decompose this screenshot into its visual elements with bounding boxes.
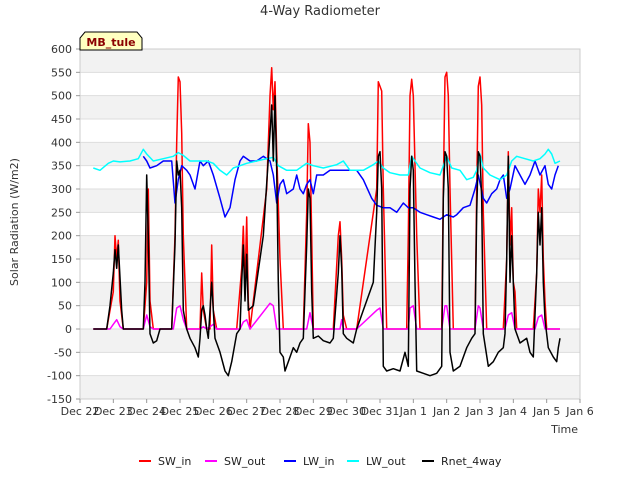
series-line-sw-out <box>93 302 560 330</box>
badge-label: MB_tule <box>86 36 135 49</box>
legend-label-lw-in: LW_in <box>303 455 335 468</box>
band <box>80 375 580 399</box>
x-tick-label: Dec 26 <box>194 405 233 418</box>
badge-shape <box>79 31 143 51</box>
y-tick-label: 300 <box>51 183 72 196</box>
band <box>80 235 580 259</box>
series-line-lw-out <box>93 148 561 181</box>
x-tick-label: Dec 23 <box>94 405 133 418</box>
x-tick-label: Dec 30 <box>327 405 366 418</box>
x-tick-label: Jan 5 <box>532 405 560 418</box>
y-tick-label: 350 <box>51 160 72 173</box>
legend-label-lw-out: LW_out <box>366 455 406 468</box>
x-tick-label: Dec 24 <box>127 405 166 418</box>
x-tick-label: Dec 27 <box>227 405 266 418</box>
y-axis-title: Solar Radiation (W/m2) <box>8 158 21 286</box>
x-tick-label: Jan 4 <box>499 405 527 418</box>
y-tick-label: -50 <box>54 346 72 359</box>
x-tick-label: Dec 25 <box>161 405 200 418</box>
y-tick-label: 250 <box>51 206 72 219</box>
band <box>80 49 580 73</box>
site-badge: MB_tule <box>79 31 143 51</box>
y-tick-label: 600 <box>51 43 72 56</box>
y-tick-label: 100 <box>51 276 72 289</box>
series-line-rnet-4way <box>93 94 561 377</box>
legend-label-rnet-4way: Rnet_4way <box>441 455 502 468</box>
y-tick-label: 200 <box>51 230 72 243</box>
y-tick-label: 400 <box>51 136 72 149</box>
band <box>80 142 580 166</box>
legend-label-sw-out: SW_out <box>224 455 266 468</box>
plot-frame <box>79 48 581 400</box>
x-tick-label: Jan 2 <box>432 405 460 418</box>
band <box>80 329 580 353</box>
x-tick-label: Dec 31 <box>361 405 400 418</box>
band <box>80 95 580 119</box>
chart-title: 4-Way Radiometer <box>260 4 381 19</box>
y-axis-ticks: -150 -100 -50 0 50 100 150 200 250 300 350 400 450 50… <box>47 43 80 406</box>
x-tick-label: Dec 29 <box>294 405 333 418</box>
x-axis-title: Time <box>550 423 578 436</box>
y-tick-label: 450 <box>51 113 72 126</box>
y-tick-label: 0 <box>65 323 72 336</box>
y-tick-label: 500 <box>51 90 72 103</box>
plot-bands <box>80 49 580 399</box>
y-tick-label: 50 <box>58 300 72 313</box>
y-tick-label: 550 <box>51 66 72 79</box>
y-tick-label: -150 <box>47 393 72 406</box>
legend: SW_in SW_out LW_in LW_out Rnet_4way <box>139 455 502 468</box>
band <box>80 282 580 306</box>
series-layer <box>93 66 561 377</box>
y-tick-label: 150 <box>51 253 72 266</box>
legend-label-sw-in: SW_in <box>158 455 191 468</box>
y-tick-label: -100 <box>47 370 72 383</box>
x-tick-label: Dec 28 <box>261 405 300 418</box>
x-tick-label: Jan 6 <box>565 405 593 418</box>
x-tick-label: Jan 3 <box>465 405 493 418</box>
band <box>80 189 580 213</box>
x-tick-label: Dec 22 <box>61 405 100 418</box>
x-tick-label: Jan 1 <box>399 405 427 418</box>
